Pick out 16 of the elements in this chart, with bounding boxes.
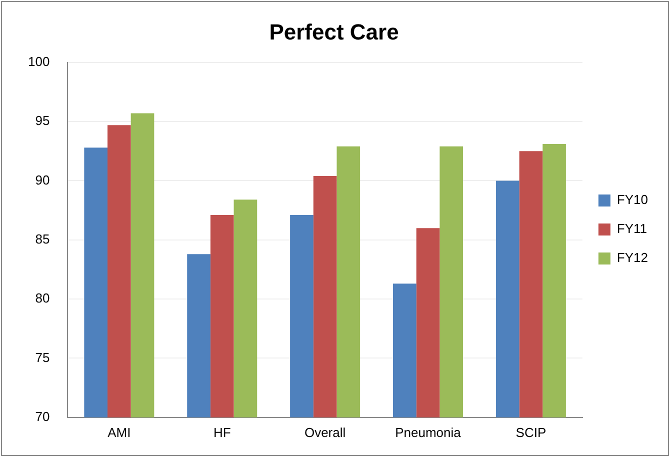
x-tick-label: HF <box>213 424 231 440</box>
y-tick-label: 70 <box>35 408 50 424</box>
y-tick-label: 80 <box>35 290 50 306</box>
y-tick-label: 85 <box>35 231 50 246</box>
x-tick-label: Overall <box>304 424 346 440</box>
legend-label: FY12 <box>616 250 648 266</box>
x-tick-label: SCIP <box>516 424 546 440</box>
legend-label: FY11 <box>616 221 648 236</box>
y-tick-label: 100 <box>28 54 50 69</box>
y-tick-label: 90 <box>35 172 50 188</box>
y-tick-label: 95 <box>35 113 50 128</box>
y-tick-label: 75 <box>35 350 50 365</box>
legend-label: FY10 <box>616 192 648 208</box>
x-tick-label: Pneumonia <box>395 424 462 440</box>
x-tick-label: AMI <box>108 424 131 440</box>
chart-title: Perfect Care <box>269 19 399 44</box>
